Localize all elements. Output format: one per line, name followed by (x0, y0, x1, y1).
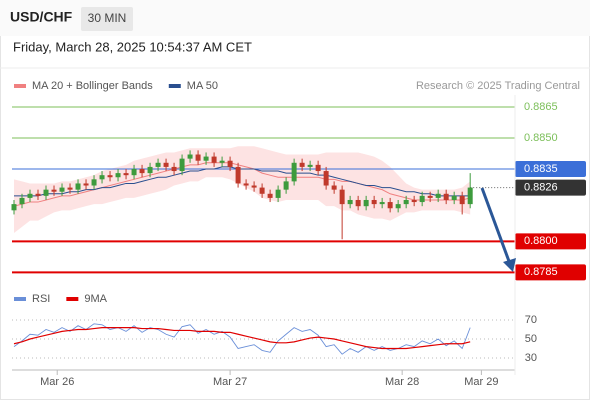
legend-label: MA 50 (187, 80, 218, 92)
candle-body (107, 175, 113, 178)
legend-swatch (66, 297, 79, 301)
candle-body (187, 154, 193, 159)
candle-body (259, 187, 265, 194)
candle-body (467, 187, 473, 205)
candle-body (227, 160, 233, 167)
candle-body (323, 171, 329, 186)
candle-body (219, 160, 225, 163)
legend-label: MA 20 + Bollinger Bands (32, 80, 153, 92)
candle-body (363, 199, 369, 207)
candle-body (43, 189, 49, 196)
candle-body (355, 199, 361, 207)
bollinger-band (14, 146, 471, 234)
candle-body (307, 164, 313, 167)
candle-body (27, 193, 33, 198)
candle-body (195, 154, 201, 161)
candle-body (19, 197, 25, 205)
candle-body (59, 187, 65, 192)
indicator-line (13, 323, 471, 355)
legend-label: 9MA (84, 293, 107, 305)
legend-swatch (14, 84, 26, 88)
candle-body (299, 162, 305, 167)
candle-body (131, 168, 137, 176)
candle-body (235, 166, 241, 184)
moving-average (14, 166, 471, 197)
legend-swatch (14, 297, 26, 301)
candle-body (139, 168, 145, 174)
level-label: 0.8800 (524, 235, 558, 247)
candle-body (411, 199, 417, 203)
candle-body (435, 193, 441, 198)
candle-body (243, 183, 249, 186)
level-label: 0.8835 (524, 163, 558, 175)
level-label: 0.8865 (524, 101, 558, 113)
moving-average (13, 162, 471, 207)
y-tick-label: 70 (525, 314, 537, 326)
candle-body (67, 187, 73, 190)
y-tick-label: 50 (525, 333, 537, 345)
candle-body (147, 166, 153, 174)
candle-body (251, 185, 257, 188)
candle-body (403, 199, 409, 205)
candle-body (163, 162, 169, 167)
candle-body (99, 175, 105, 180)
candle-body (339, 189, 345, 205)
candle-body (123, 173, 129, 176)
level-label: 0.8850 (524, 132, 558, 144)
forecast-arrow (480, 187, 512, 265)
candle-body (275, 189, 281, 198)
legend-label: RSI (32, 293, 50, 305)
price-panel: MA 20 + Bollinger Bands MA 50 0.8865 0.8850… (11, 80, 586, 281)
x-tick-label: Mar 28 (385, 376, 419, 388)
timeframe-box (81, 7, 133, 31)
candle-body (387, 202, 393, 209)
candle-body (179, 158, 185, 172)
candle-body (379, 202, 385, 205)
x-tick-label: Mar 27 (213, 376, 247, 388)
candle-body (11, 204, 17, 211)
y-tick-label: 30 (525, 352, 537, 364)
candle-body (443, 193, 449, 200)
candle-body (91, 179, 97, 186)
candle-body (267, 193, 273, 198)
candle-body (83, 183, 89, 186)
candle-body (211, 156, 217, 163)
level-label-box (515, 233, 586, 250)
legend-swatch (168, 84, 181, 88)
candle-body (315, 164, 321, 172)
candle-body (283, 181, 289, 190)
candle-body (115, 173, 121, 178)
level-label-box (515, 179, 586, 196)
timeframe: 30 MIN (88, 11, 127, 25)
x-tick-label: Mar 29 (464, 376, 498, 388)
candle-body (347, 199, 353, 205)
candle-body (291, 162, 297, 182)
rsi-panel: RSI 9MA 30 50 70 Mar 26 Mar 27 Mar 28 Mar 29 (12, 293, 537, 388)
candle-body (395, 204, 401, 209)
candle-body (459, 195, 465, 205)
symbol: USD/CHF (10, 9, 73, 25)
candle-body (371, 199, 377, 205)
candle-body (171, 166, 177, 172)
level-label: 0.8826 (524, 181, 558, 193)
forecast-arrowhead (503, 258, 516, 272)
level-label-box (515, 160, 586, 177)
x-tick-label: Mar 26 (40, 376, 74, 388)
indicator-line (13, 327, 471, 350)
candle-body (35, 193, 41, 196)
candle-body (51, 189, 57, 192)
level-label: 0.8785 (524, 266, 558, 278)
candle-body (75, 183, 81, 190)
date: Friday, March 28, 2025 10:54:37 AM CET (13, 39, 252, 54)
level-label-box (515, 264, 586, 281)
credit: Research © 2025 Trading Central (416, 80, 580, 92)
candle-body (203, 156, 209, 161)
candle-body (427, 195, 433, 198)
candle-body (155, 162, 161, 167)
candle-body (419, 195, 425, 203)
candle-body (451, 195, 457, 200)
candle-body (331, 185, 337, 190)
